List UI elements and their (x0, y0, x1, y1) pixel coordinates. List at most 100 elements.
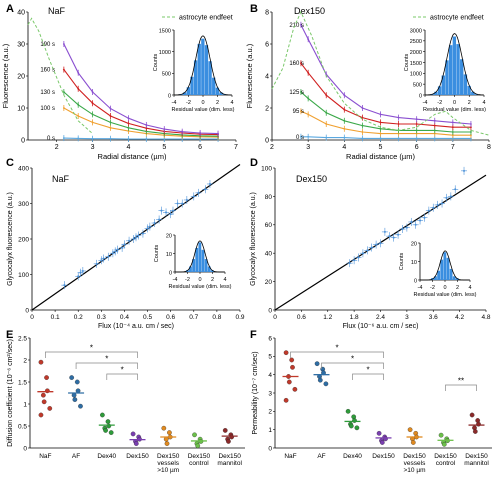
data-point (353, 259, 356, 262)
y-tick-label: 0 (168, 93, 171, 99)
data-point (128, 239, 131, 242)
inset-xlabel: Residual value (dim. less) (423, 107, 486, 113)
significance-bracket (290, 351, 384, 358)
x-tick-label: 4 (126, 144, 130, 151)
data-point (433, 137, 436, 140)
category-label: Dex150 (157, 453, 180, 460)
x-tick-label: 7 (451, 144, 455, 151)
gaussian-fit (420, 250, 470, 281)
data-point (163, 436, 169, 442)
data-point (199, 132, 202, 134)
x-tick-label: 0.9 (235, 314, 244, 321)
legend-label: astrocyte endfeet (179, 15, 233, 22)
hist-bar (185, 270, 189, 272)
data-point (75, 388, 81, 394)
x-tick-label: 5 (162, 144, 166, 151)
y-tick-label: 0 (265, 137, 269, 144)
y-tick-label: 2500 (410, 39, 422, 45)
category-label: AF (72, 453, 80, 460)
data-point (63, 284, 66, 287)
data-point (410, 440, 416, 445)
data-point (451, 126, 454, 129)
data-point (153, 222, 156, 225)
category-label: control (189, 460, 209, 467)
data-point (383, 230, 386, 233)
series-label: 0 s (296, 135, 304, 141)
y-axis-label: Permeability (10⁻⁷ cm/sec) (252, 351, 259, 434)
data-point (91, 102, 94, 105)
x-tick-label: -2 (430, 285, 435, 291)
data-point (307, 97, 310, 100)
x-axis-label: Radial distance (µm) (98, 152, 167, 161)
data-point (135, 236, 137, 239)
data-point (361, 107, 364, 109)
significance-bracket (45, 351, 138, 358)
data-point (449, 195, 452, 198)
data-point (71, 392, 77, 398)
y-tick-label: 8 (265, 9, 269, 16)
series-label: 0 s (47, 136, 55, 142)
category-label: Dex40 (343, 453, 362, 460)
category-label: vessels (404, 460, 426, 467)
y-tick-label: 100 (261, 165, 272, 172)
x-tick-label: 8 (487, 144, 491, 151)
hist-bar (440, 259, 444, 280)
hist-bar (452, 36, 457, 95)
y-tick-label: 3 (268, 390, 272, 397)
inset-xlabel: Residual value (dim. less) (169, 284, 232, 290)
series-label: 125 s (289, 90, 304, 96)
y-tick-label: 1 (23, 401, 27, 408)
data-point (470, 134, 472, 137)
data-point (283, 397, 289, 403)
data-point (376, 430, 382, 436)
data-point (141, 232, 144, 235)
data-point (415, 118, 418, 121)
data-point (127, 117, 130, 120)
data-point (161, 425, 167, 431)
data-point (62, 107, 65, 109)
x-tick-label: 0.6 (297, 314, 306, 321)
x-tick-label: 4 (223, 277, 226, 283)
x-tick-label: -2 (437, 100, 442, 106)
x-tick-label: 0.7 (189, 314, 198, 321)
data-point (72, 397, 78, 402)
inset-xlabel: Residual value (dim. less) (414, 292, 477, 298)
data-point (91, 121, 94, 124)
panel-letter: D (250, 157, 258, 169)
significance-label: ** (458, 377, 464, 386)
data-point (192, 432, 197, 438)
data-point (226, 439, 231, 444)
data-point (379, 132, 382, 135)
x-tick-label: 3 (91, 144, 95, 151)
x-tick-label: 2.4 (376, 314, 385, 321)
significance-bracket (75, 362, 138, 369)
y-tick-label: 0 (419, 93, 422, 99)
hist-bar (449, 268, 453, 280)
data-point (109, 126, 112, 129)
data-point (109, 137, 112, 140)
gaussian-fit (425, 33, 484, 96)
data-point (107, 255, 110, 258)
y-tick-label: 0 (21, 137, 25, 144)
inset-ylabel: Counts (153, 54, 159, 72)
data-point (343, 119, 346, 122)
category-label: NaF (284, 453, 296, 460)
data-point (314, 361, 320, 367)
x-axis-label: Radial distance (µm) (346, 152, 415, 161)
data-point (472, 429, 478, 434)
hist-bar (208, 61, 212, 95)
data-point (451, 131, 454, 133)
series-label: 130 s (40, 90, 55, 96)
data-point (145, 130, 148, 133)
y-tick-label: 1500 (410, 61, 422, 67)
panel-letter: A (6, 3, 14, 15)
hist-bar (198, 242, 202, 272)
data-point (397, 123, 400, 125)
y-tick-label: 2000 (410, 50, 422, 56)
data-point (361, 252, 364, 255)
data-point (438, 432, 444, 438)
y-tick-label: 20 (166, 233, 172, 239)
